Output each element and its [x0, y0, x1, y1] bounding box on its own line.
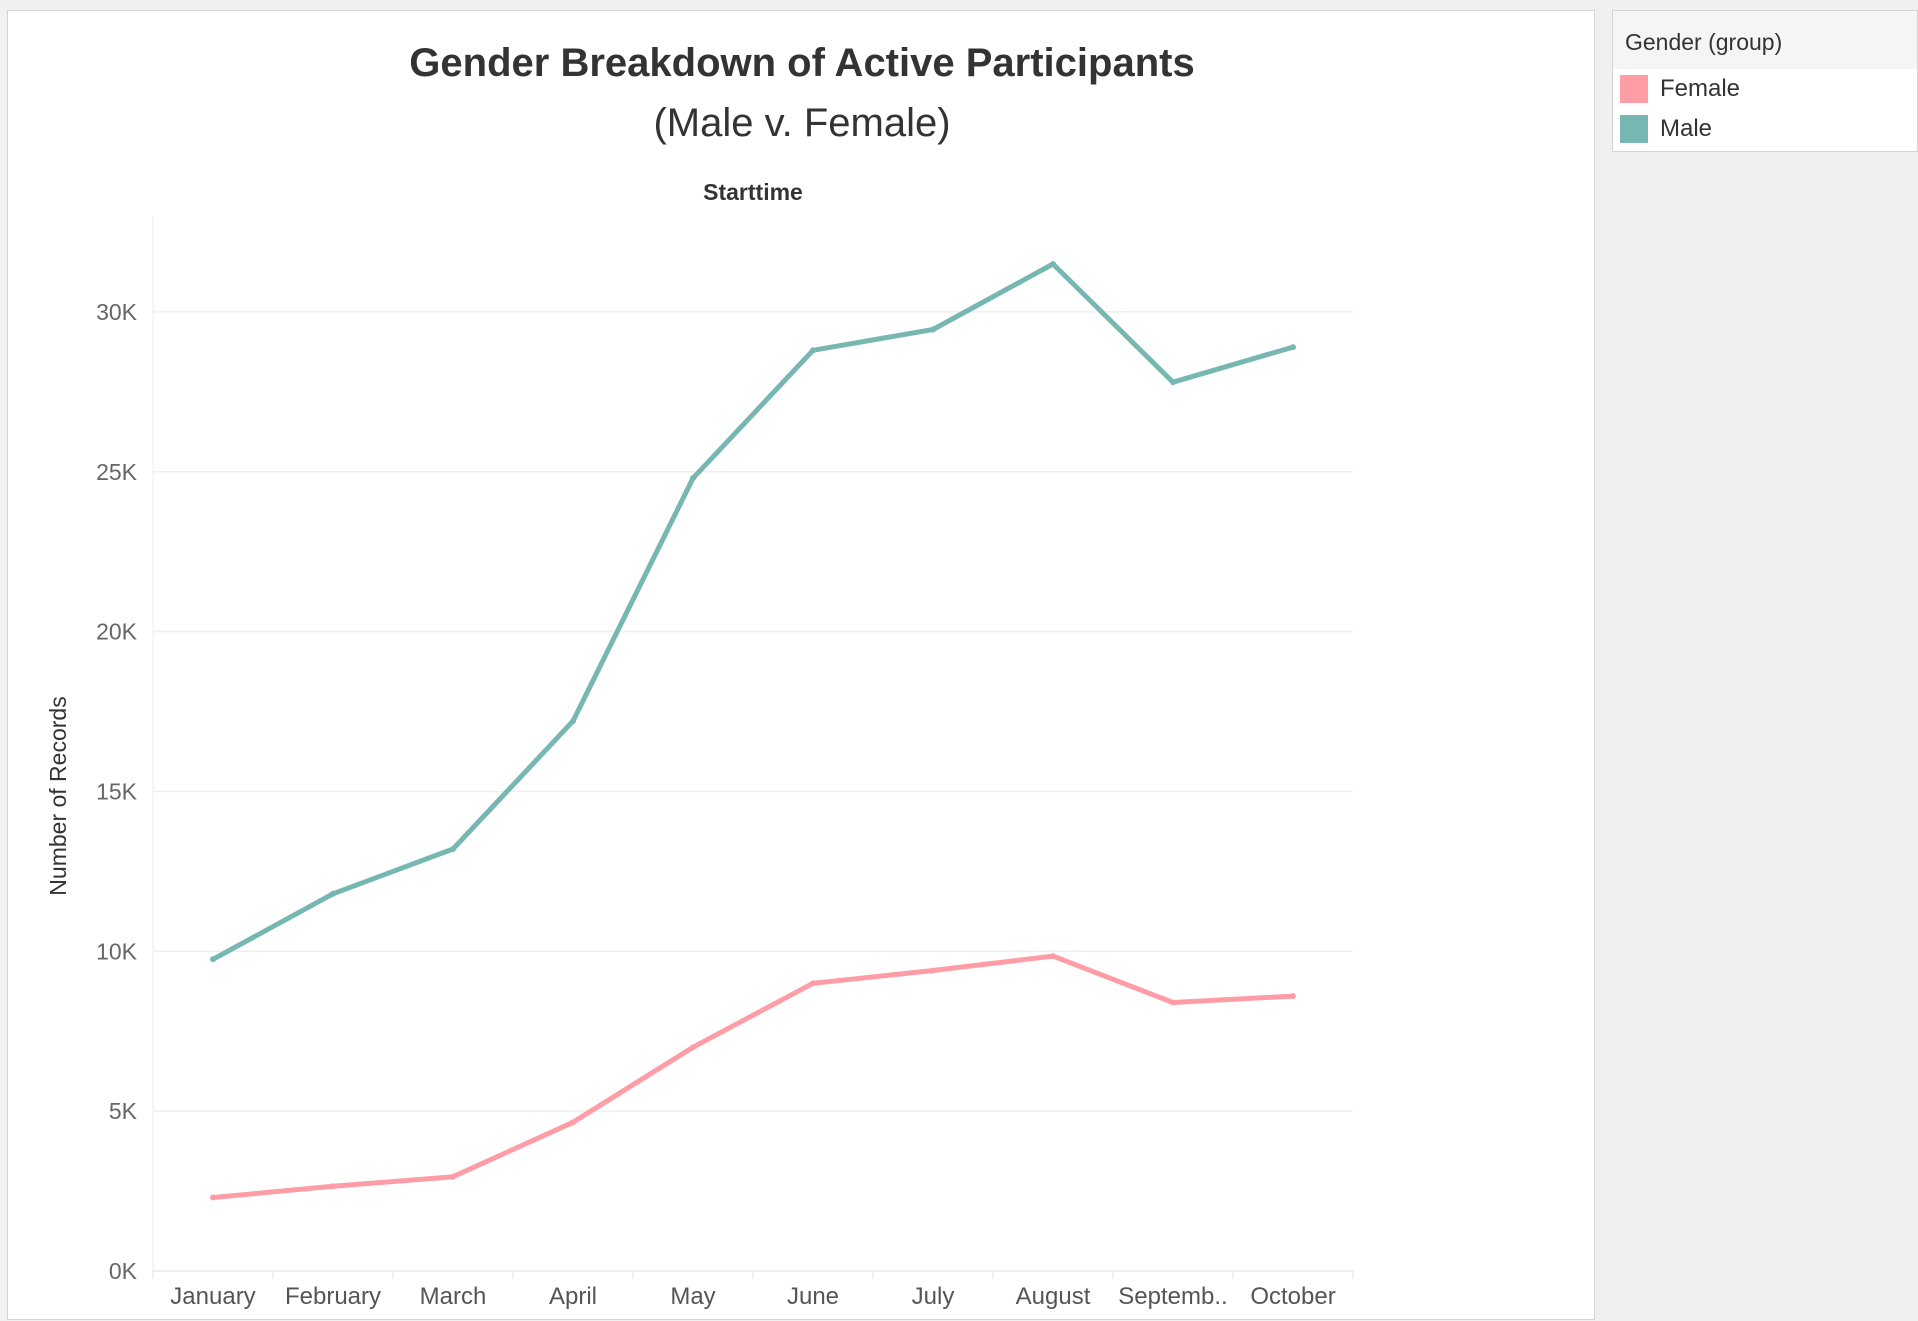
data-point-male[interactable]	[1290, 344, 1296, 351]
data-point-female[interactable]	[690, 1044, 696, 1051]
y-tick-label: 30K	[96, 299, 138, 325]
worksheet-pane: Gender Breakdown of Active Participants …	[7, 10, 1595, 1320]
chart-title: Gender Breakdown of Active Participants	[409, 41, 1195, 85]
y-tick-label: 0K	[109, 1258, 138, 1284]
legend-item-male[interactable]: Male	[1613, 109, 1917, 149]
series-line-female[interactable]	[210, 953, 1296, 1200]
column-header: Starttime	[703, 179, 803, 205]
data-point-female[interactable]	[450, 1173, 456, 1180]
legend-label-female: Female	[1660, 75, 1741, 102]
data-point-male[interactable]	[450, 846, 456, 852]
y-tick-label: 15K	[96, 778, 138, 804]
legend-item-female[interactable]: Female	[1613, 69, 1917, 109]
series-line-male[interactable]	[210, 261, 1296, 962]
data-point-female[interactable]	[930, 967, 936, 974]
data-point-female[interactable]	[1290, 993, 1296, 1000]
y-tick-label: 10K	[96, 938, 138, 964]
x-tick-label: Septemb..	[1118, 1283, 1227, 1310]
data-point-female[interactable]	[330, 1183, 336, 1190]
legend-panel: Gender (group) Female Male	[1612, 10, 1918, 152]
x-tick-label: January	[170, 1283, 255, 1310]
x-tick-label: June	[787, 1283, 839, 1310]
data-point-male[interactable]	[330, 890, 336, 897]
y-tick-label: 25K	[96, 459, 138, 485]
data-point-female[interactable]	[210, 1194, 216, 1201]
data-point-male[interactable]	[1170, 379, 1176, 386]
data-point-female[interactable]	[570, 1119, 576, 1126]
x-tick-label: October	[1250, 1283, 1335, 1310]
data-point-male[interactable]	[1050, 260, 1056, 267]
legend-swatch-male	[1620, 115, 1648, 143]
x-tick-label: August	[1016, 1283, 1091, 1310]
legend-label-male: Male	[1660, 115, 1713, 142]
data-point-male[interactable]	[210, 956, 216, 963]
data-point-male[interactable]	[930, 326, 936, 333]
data-point-male[interactable]	[690, 475, 696, 482]
legend-swatch-female	[1620, 75, 1648, 103]
x-tick-label: May	[670, 1283, 715, 1310]
y-axis-title: Number of Records	[45, 696, 71, 895]
data-point-female[interactable]	[1050, 953, 1056, 960]
y-tick-label: 20K	[96, 619, 138, 645]
data-point-female[interactable]	[810, 980, 816, 987]
x-tick-label: July	[912, 1283, 955, 1310]
chart-subtitle: (Male v. Female)	[653, 101, 951, 145]
legend-title: Gender (group)	[1613, 11, 1917, 69]
data-point-male[interactable]	[810, 347, 816, 354]
y-tick-label: 5K	[109, 1098, 138, 1124]
data-point-male[interactable]	[570, 718, 576, 725]
x-tick-label: April	[549, 1283, 597, 1310]
data-point-female[interactable]	[1170, 999, 1176, 1006]
x-tick-label: February	[285, 1283, 381, 1310]
line-chart: 0K 5K 10K 15K 20K 25K 30K January February March A…	[45, 216, 1354, 1310]
x-tick-label: March	[420, 1283, 487, 1310]
